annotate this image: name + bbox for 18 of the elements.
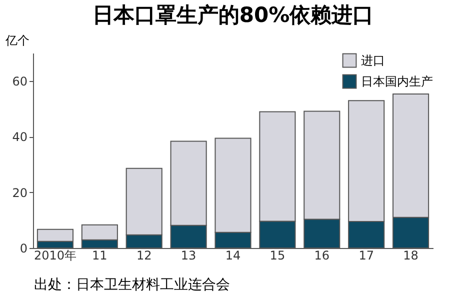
y-tick-label: 20 [12, 186, 28, 200]
y-tick-label: 60 [12, 74, 28, 88]
y-tick-label: 0 [20, 242, 28, 256]
x-tick-label: 12 [136, 248, 152, 262]
y-tick-label: 40 [12, 130, 28, 144]
legend-label: 日本国内生产 [361, 74, 433, 88]
x-tick-label: 16 [314, 248, 330, 262]
x-tick-label: 11 [92, 248, 108, 262]
legend-label: 进口 [361, 54, 385, 68]
chart-title: 日本口罩生产的80%依赖进口 [92, 3, 374, 27]
x-tick-label: 2010年 [34, 248, 76, 262]
text: 出处：日本卫生材料工业连合会 [33, 277, 231, 293]
x-tick-label: 17 [358, 248, 374, 262]
y-axis-title: 亿个 [4, 34, 30, 48]
x-tick-label: 14 [225, 248, 241, 262]
x-tick-label: 15 [270, 248, 286, 262]
x-tick-label: 13 [180, 248, 196, 262]
x-tick-label: 18 [403, 248, 418, 262]
